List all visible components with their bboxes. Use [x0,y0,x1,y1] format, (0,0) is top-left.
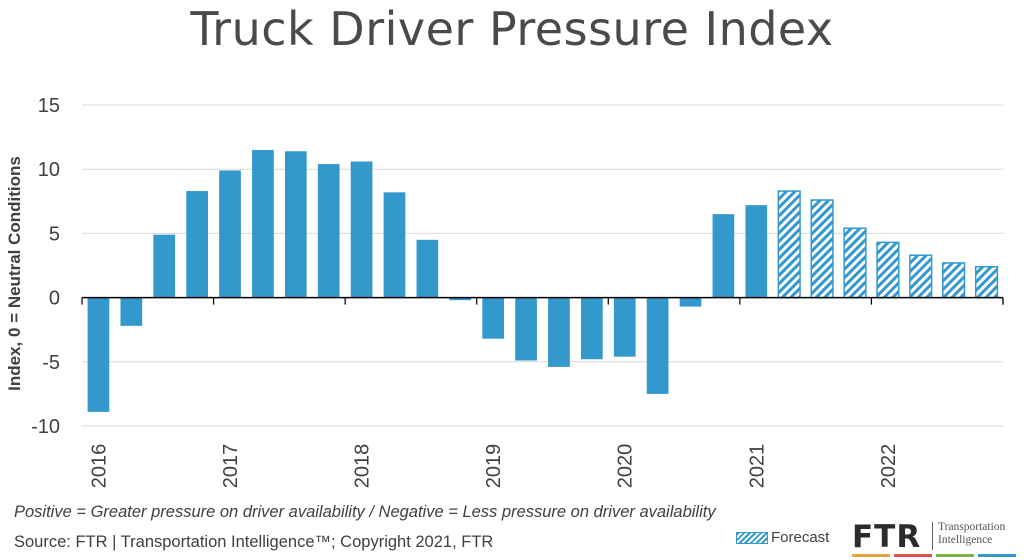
axes [81,296,1004,305]
bar [252,149,274,298]
bar [153,234,176,298]
bar [186,191,208,298]
x-tick-label: 2021 [746,444,768,489]
bar [449,297,472,301]
ftr-logo: FTR Transportation Intelligence [852,516,1017,558]
ftr-logo-stripe-1 [852,554,890,557]
bar [515,297,537,361]
forecast-bar [909,254,933,299]
y-tick-label: 10 [38,159,60,181]
forecast-bar [777,190,801,299]
x-tick-label: 2020 [615,444,637,489]
forecast-bar [876,241,900,299]
bar [679,297,702,307]
bar [87,297,110,412]
bar [416,239,439,298]
forecast-bar [942,262,966,299]
ftr-logo-divider [932,522,933,550]
y-tick-label: 15 [38,95,60,117]
bars [87,149,999,412]
x-tick-label: 2019 [483,444,505,489]
bar [745,205,768,298]
x-tick-label: 2018 [352,444,374,489]
y-tick-label: -10 [31,416,60,438]
chart-title: Truck Driver Pressure Index [190,2,834,56]
ftr-logo-stripe-3 [936,554,974,557]
chart-note: Positive = Greater pressure on driver av… [14,503,716,521]
ftr-logo-tagline-1: Transportation [938,521,1006,533]
ftr-logo-tagline: Transportation Intelligence [938,521,1005,547]
x-tick-label: 2016 [88,444,110,489]
bar [712,214,735,298]
bar [548,297,570,367]
bar [350,161,373,298]
x-tick-label: 2022 [878,444,900,489]
y-tick-label: -5 [42,352,60,374]
ftr-logo-stripe-4 [978,554,1016,557]
forecast-bar [843,227,867,299]
bar [383,192,406,298]
bar [120,297,143,326]
ftr-logo-letters: FTR [852,519,922,555]
bar [219,170,241,298]
forecast-swatch [736,531,768,544]
bar [580,297,603,360]
forecast-bar [810,199,834,299]
x-tick-label: 2017 [220,444,242,489]
forecast-bar [974,266,999,299]
y-tick-label: 5 [49,223,60,245]
forecast-legend-label: Forecast [771,529,830,546]
source-text: Source: FTR | Transportation Intelligenc… [14,533,494,551]
forecast-legend: Forecast [736,529,829,546]
bar [482,297,505,339]
ftr-logo-tagline-2: Intelligence [938,534,993,546]
bar [284,151,307,298]
y-axis-title: Index, 0 = Neutral Conditions [5,156,24,391]
tick-labels: -10 -5 0 5 10 15 2016 2017 2018 2019 2020 2021 2022 I… [5,95,900,488]
bar [646,297,669,394]
bar-chart: -10 -5 0 5 10 15 2016 2017 2018 2019 2020 2021 2022 I… [5,95,1004,488]
ftr-logo-stripe-2 [894,554,932,557]
bar [317,164,340,298]
bar [613,297,636,357]
y-tick-label: 0 [49,288,60,310]
